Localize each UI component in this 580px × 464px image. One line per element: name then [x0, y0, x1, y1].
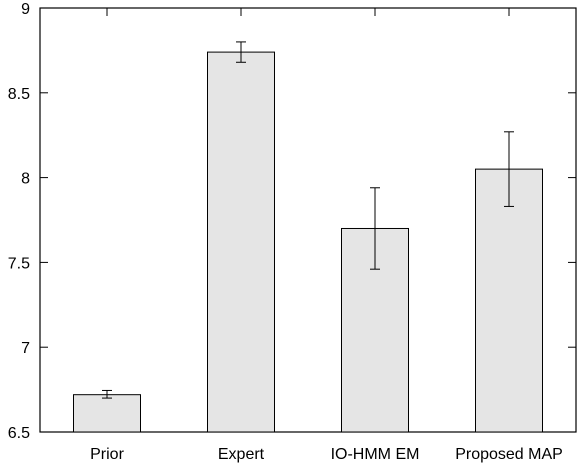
y-tick-label: 9 — [21, 1, 30, 18]
bar — [207, 51, 275, 433]
y-tick-label: 8.5 — [8, 86, 30, 103]
y-tick-label: 7 — [21, 340, 30, 357]
y-tick-label: 8 — [21, 171, 30, 188]
x-tick-label: IO-HMM EM — [331, 446, 420, 463]
y-tick-label: 7.5 — [8, 255, 30, 272]
x-tick-label: Prior — [90, 446, 124, 463]
error-bars — [102, 41, 514, 399]
tick-labels: 6.5 7 7.5 8 8.5 9 Prior Expert IO-HMM EM Proposed… — [8, 1, 563, 463]
x-tick-label: Proposed MAP — [455, 446, 563, 463]
bar-series — [73, 51, 543, 433]
y-tick-label: 6.5 — [8, 425, 30, 442]
x-tick-label: Expert — [218, 446, 265, 463]
bar — [475, 168, 543, 433]
bar — [73, 394, 141, 433]
plot-frame — [39, 7, 577, 433]
